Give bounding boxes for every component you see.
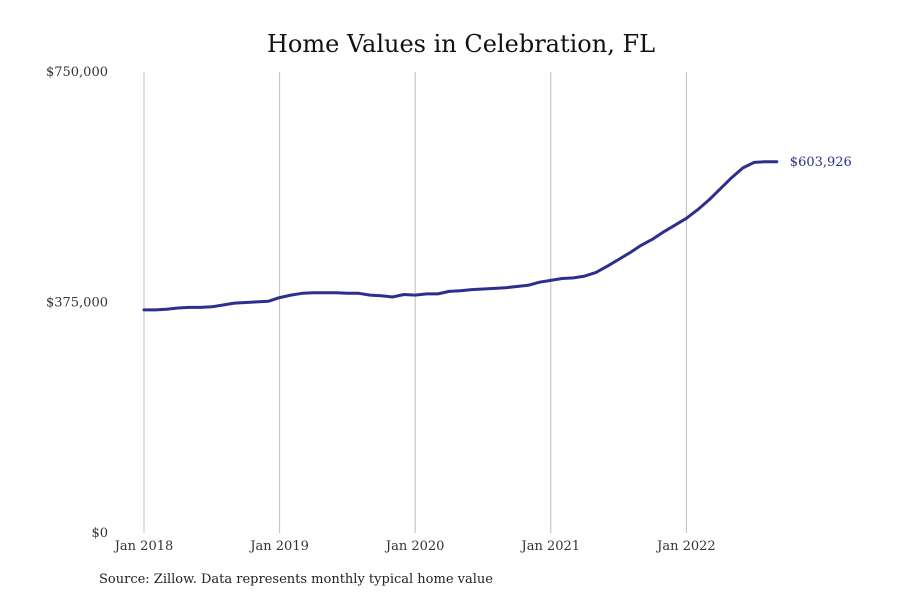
end-value-label: $603,926: [790, 155, 852, 170]
series-line: [142, 160, 779, 312]
x-tick-label: Jan 2020: [384, 539, 445, 554]
x-tick-label: Jan 2019: [248, 539, 309, 554]
y-axis-ticks: $0 $375,000 $750,000: [46, 65, 108, 541]
y-tick-label: $0: [91, 526, 108, 541]
y-tick-label: $750,000: [46, 65, 108, 80]
x-tick-label: Jan 2022: [655, 539, 716, 554]
gridlines: [143, 72, 687, 533]
series-layer: $603,926: [142, 155, 852, 312]
x-tick-label: Jan 2021: [520, 539, 581, 554]
y-tick-label: $375,000: [46, 296, 108, 311]
source-note: Source: Zillow. Data represents monthly …: [99, 572, 493, 587]
chart-title: Home Values in Celebration, FL: [267, 30, 655, 58]
x-tick-label: Jan 2018: [113, 539, 174, 554]
x-axis-ticks: Jan 2018 Jan 2019 Jan 2020 Jan 2021 Jan 2022: [113, 539, 716, 554]
